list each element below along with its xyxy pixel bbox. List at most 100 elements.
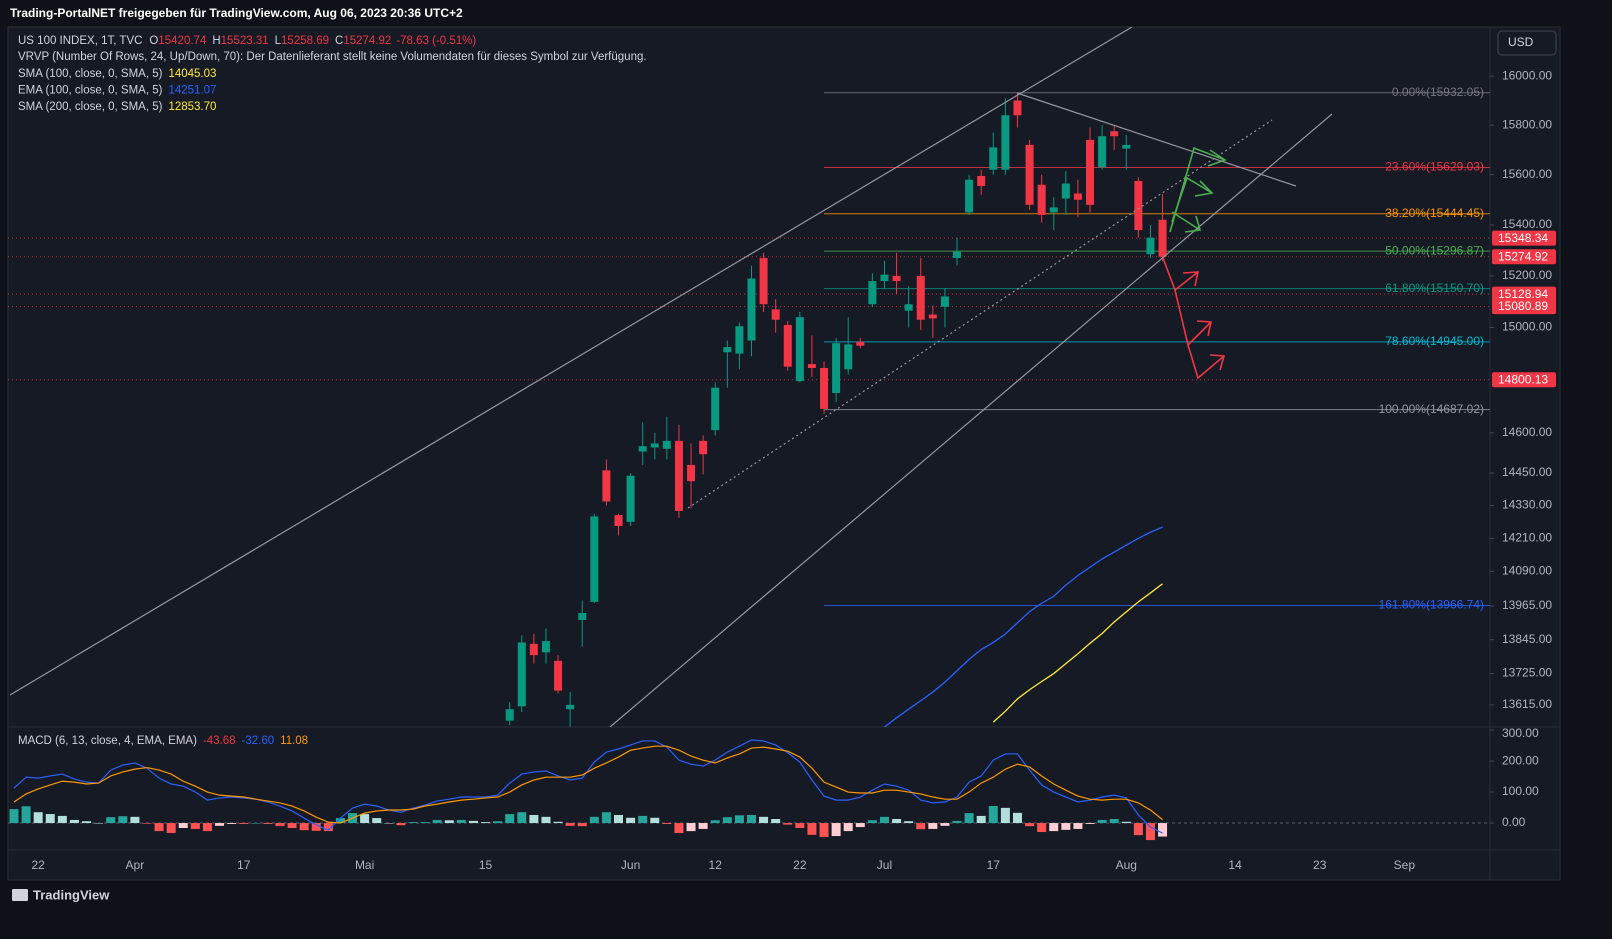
indicator-legend: SMA (200, close, 0, SMA, 5) 12853.70 bbox=[18, 101, 216, 113]
candle-body bbox=[856, 341, 865, 346]
y-tick-label: 14600.00 bbox=[1502, 425, 1552, 439]
histogram-bar bbox=[698, 823, 708, 829]
price-label: 15274.92 bbox=[1498, 249, 1548, 263]
y-tick-label: 14330.00 bbox=[1502, 498, 1552, 512]
indicator-value: 14045.03 bbox=[168, 68, 216, 80]
histogram-bar bbox=[239, 823, 249, 824]
chart-frame bbox=[7, 26, 1561, 881]
candle-body bbox=[529, 643, 538, 656]
histogram-bar bbox=[855, 823, 865, 828]
arrow-head bbox=[1209, 354, 1226, 371]
arrow bbox=[1187, 344, 1225, 380]
histogram-bar bbox=[734, 815, 744, 824]
x-tick-label: 17 bbox=[237, 858, 251, 872]
histogram-bar bbox=[251, 823, 261, 824]
macd-title: MACD (6, 13, close, 4, EMA, EMA) bbox=[18, 735, 197, 747]
histogram-bar bbox=[831, 823, 841, 837]
histogram-bar bbox=[493, 821, 503, 824]
candle-body bbox=[953, 251, 962, 259]
candle-body bbox=[747, 278, 756, 341]
y-tick-label: 15800.00 bbox=[1502, 117, 1552, 131]
indicator-name: EMA (100, close, 0, SMA, 5) bbox=[18, 85, 163, 97]
macd-legend: MACD (6, 13, close, 4, EMA, EMA) -43.68 -3… bbox=[18, 735, 308, 747]
candle-body bbox=[759, 258, 768, 305]
brand-name: TradingView bbox=[33, 887, 110, 902]
arrow-head bbox=[1184, 215, 1202, 233]
candle-body bbox=[892, 275, 901, 282]
trend-line bbox=[1016, 92, 1297, 187]
candle-body bbox=[614, 515, 623, 526]
histogram-bar bbox=[1121, 821, 1131, 824]
currency-button[interactable] bbox=[1497, 30, 1557, 56]
fib-label: 78.60%(14945.00) bbox=[1385, 334, 1484, 348]
histogram-bar bbox=[142, 823, 152, 824]
candle-body bbox=[965, 179, 974, 213]
histogram-bar bbox=[154, 823, 164, 832]
histogram-bar bbox=[795, 823, 805, 829]
histogram-bar bbox=[577, 823, 587, 827]
histogram-bar bbox=[638, 815, 648, 824]
histogram-bar bbox=[940, 823, 950, 826]
channel-upper bbox=[9, 27, 1133, 696]
candle-body bbox=[807, 364, 816, 368]
histogram-bar bbox=[1012, 812, 1022, 824]
candle-body bbox=[1001, 115, 1010, 170]
histogram-bar bbox=[529, 814, 539, 824]
histogram-bar bbox=[178, 823, 188, 829]
symbol: US 100 INDEX, 1T, TVC bbox=[18, 35, 142, 47]
histogram-bar bbox=[771, 819, 781, 824]
indicator-legend: SMA (100, close, 0, SMA, 5) 14045.03 bbox=[18, 68, 216, 80]
histogram-bar bbox=[372, 818, 382, 824]
fib-label: 61.80%(15150.70) bbox=[1385, 281, 1484, 295]
histogram-bar bbox=[130, 816, 140, 824]
fib-label: 100.00%(14687.02) bbox=[1379, 402, 1484, 416]
x-tick-label: 22 bbox=[793, 858, 807, 872]
histogram-bar bbox=[1037, 823, 1047, 833]
histogram-bar bbox=[360, 814, 370, 824]
y-tick-label: 16000.00 bbox=[1502, 68, 1552, 82]
histogram-bar bbox=[686, 823, 696, 832]
x-tick-label: 12 bbox=[709, 858, 723, 872]
candle-body bbox=[1122, 144, 1131, 149]
histogram-bar bbox=[311, 823, 321, 831]
price-label-box bbox=[1492, 372, 1556, 388]
indicator-name: SMA (200, close, 0, SMA, 5) bbox=[18, 101, 163, 113]
fib-label: 38.20%(15444.45) bbox=[1385, 206, 1484, 220]
candle-body bbox=[771, 309, 780, 320]
x-tick-label: 23 bbox=[1313, 858, 1327, 872]
drawings bbox=[9, 27, 1333, 727]
arrow-head bbox=[1182, 271, 1200, 287]
candle-body bbox=[1098, 136, 1107, 168]
histogram-bar bbox=[408, 822, 418, 824]
change: -78.63 (-0.51%) bbox=[396, 35, 476, 47]
histogram-bar bbox=[1061, 823, 1071, 830]
candle-body bbox=[626, 475, 635, 522]
histogram-bar bbox=[1073, 823, 1083, 829]
price-label-box bbox=[1492, 286, 1556, 302]
y-tick-label: 15000.00 bbox=[1502, 320, 1552, 334]
candle-body bbox=[566, 704, 575, 710]
candle-body bbox=[1061, 183, 1070, 199]
histogram-bar bbox=[589, 816, 599, 824]
y-tick-label: 200.00 bbox=[1502, 753, 1539, 767]
macd-axis: 300.00 200.00 100.00 0.00 bbox=[1490, 726, 1539, 829]
price-axis: 16000.00 15800.00 15600.00 15400.00 15200.00… bbox=[1490, 68, 1552, 711]
candle-body bbox=[1086, 139, 1095, 205]
macd-plot bbox=[8, 739, 1490, 841]
histogram-bar bbox=[553, 821, 563, 824]
histogram-bar bbox=[601, 812, 611, 824]
candle-body bbox=[687, 464, 696, 482]
candle-body bbox=[674, 440, 683, 511]
candle-body bbox=[844, 344, 853, 370]
histogram-bar bbox=[505, 814, 515, 824]
currency-label[interactable]: USD bbox=[1508, 35, 1534, 49]
histogram-bar bbox=[202, 823, 212, 832]
x-tick-label: Jul bbox=[877, 858, 892, 872]
histogram-bar bbox=[190, 823, 200, 829]
histogram-bar bbox=[82, 821, 92, 824]
histogram-bar bbox=[481, 822, 491, 824]
candle-body bbox=[868, 281, 877, 305]
histogram-bar bbox=[952, 820, 962, 824]
